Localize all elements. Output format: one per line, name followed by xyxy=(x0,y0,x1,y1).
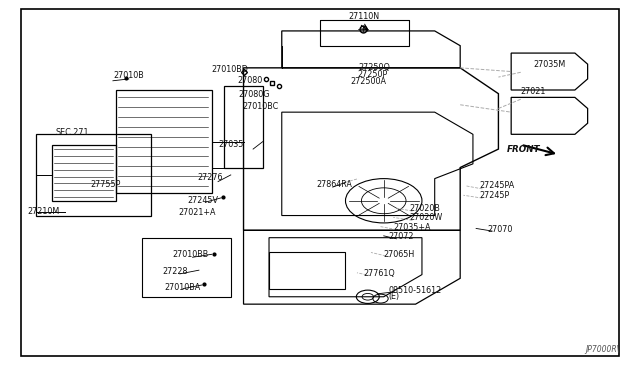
Text: 272500A: 272500A xyxy=(351,77,387,86)
Text: 27010BC: 27010BC xyxy=(243,102,278,111)
Text: 27010BA: 27010BA xyxy=(164,283,200,292)
Text: 27250Q: 27250Q xyxy=(358,62,390,72)
Text: SEC.271: SEC.271 xyxy=(56,128,89,137)
Text: 27020B: 27020B xyxy=(409,203,440,213)
Text: 27761Q: 27761Q xyxy=(364,269,395,278)
Bar xyxy=(116,90,212,193)
Text: 27110N: 27110N xyxy=(349,12,380,22)
Text: FRONT: FRONT xyxy=(507,145,540,154)
Text: 27021: 27021 xyxy=(521,87,546,96)
Bar xyxy=(141,238,231,297)
Text: 27010BB: 27010BB xyxy=(172,250,209,259)
Bar xyxy=(225,86,262,167)
Text: 27245P: 27245P xyxy=(479,192,509,201)
Text: 27021+A: 27021+A xyxy=(179,208,216,218)
Bar xyxy=(36,134,151,215)
Text: JP7000R\: JP7000R\ xyxy=(585,345,620,354)
Text: 27864RA: 27864RA xyxy=(317,180,353,189)
Text: 27035+A: 27035+A xyxy=(394,223,431,232)
Text: 27245V: 27245V xyxy=(188,196,218,205)
Bar xyxy=(269,253,346,289)
Text: 27072: 27072 xyxy=(389,232,414,241)
Text: 27010B: 27010B xyxy=(113,71,143,80)
Text: 27210M: 27210M xyxy=(27,206,59,216)
Text: 27250P: 27250P xyxy=(357,70,387,78)
Text: 27065H: 27065H xyxy=(384,250,415,259)
Text: 27035M: 27035M xyxy=(534,60,566,70)
Text: 27245PA: 27245PA xyxy=(479,182,515,190)
Text: 27755P: 27755P xyxy=(91,180,121,189)
Text: 27035: 27035 xyxy=(218,140,243,149)
Text: 27228: 27228 xyxy=(162,267,188,276)
Text: 27080: 27080 xyxy=(237,76,262,85)
Text: 27020W: 27020W xyxy=(409,213,442,222)
Text: 27070: 27070 xyxy=(487,225,513,234)
Text: 27276: 27276 xyxy=(198,173,223,182)
Text: 27080G: 27080G xyxy=(239,90,270,99)
Text: 27010BD: 27010BD xyxy=(212,65,248,74)
Text: (E): (E) xyxy=(389,292,400,301)
Bar xyxy=(52,145,116,201)
Text: 08510-51612: 08510-51612 xyxy=(389,286,442,295)
